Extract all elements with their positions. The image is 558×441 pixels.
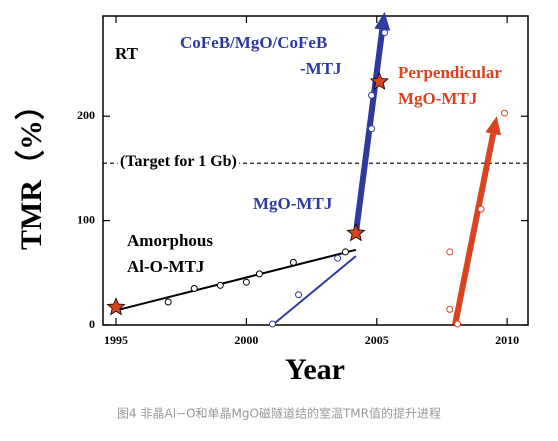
point: [454, 320, 462, 328]
y-tick-label: 200: [77, 108, 95, 122]
point: [501, 109, 509, 117]
point: [164, 298, 172, 306]
point: [289, 258, 297, 266]
point: [446, 248, 454, 256]
arrow-shaft: [452, 133, 497, 326]
annotation: MgO-MTJ: [253, 194, 333, 213]
x-axis-label: Year: [285, 353, 345, 386]
point: [446, 305, 454, 313]
star-marker: [346, 223, 366, 242]
point: [242, 278, 250, 286]
fit-line: [271, 255, 357, 326]
point: [368, 125, 376, 133]
annotation: Perpendicular: [398, 63, 502, 82]
star-marker: [369, 71, 389, 90]
point: [255, 270, 263, 278]
point: [190, 284, 198, 292]
point: [368, 91, 376, 99]
plot-frame: [102, 15, 529, 326]
y-tick-label: 0: [89, 317, 95, 331]
annotation: CoFeB/MgO/CoFeB: [180, 33, 327, 52]
arrow-head: [485, 116, 502, 136]
point: [381, 29, 389, 37]
annotation: RT: [115, 44, 139, 63]
annotation: -MTJ: [300, 59, 342, 78]
fit-line: [115, 248, 357, 312]
arrow-head: [374, 11, 391, 31]
annotation: Amorphous: [127, 231, 213, 250]
point: [295, 291, 303, 299]
target-label: (Target for 1 Gb): [120, 153, 237, 170]
x-tick-label: 2005: [365, 333, 389, 347]
arrow-shaft: [352, 29, 386, 234]
point: [477, 205, 485, 213]
point: [341, 248, 349, 256]
x-tick-label: 1995: [104, 333, 128, 347]
annotation: MgO-MTJ: [398, 89, 478, 108]
x-tick-label: 2000: [234, 333, 258, 347]
caption: 图4 非晶Al−O和单晶MgO磁隧道结的室温TMR值的提升进程: [117, 406, 441, 421]
y-tick-label: 100: [77, 212, 95, 226]
star-marker: [106, 297, 126, 316]
point: [334, 254, 342, 262]
point: [268, 320, 276, 328]
x-tick-label: 2010: [495, 333, 519, 347]
annotation: Al-O-MTJ: [127, 257, 205, 276]
y-axis-label: TMR（%）: [14, 90, 48, 250]
point: [216, 281, 224, 289]
